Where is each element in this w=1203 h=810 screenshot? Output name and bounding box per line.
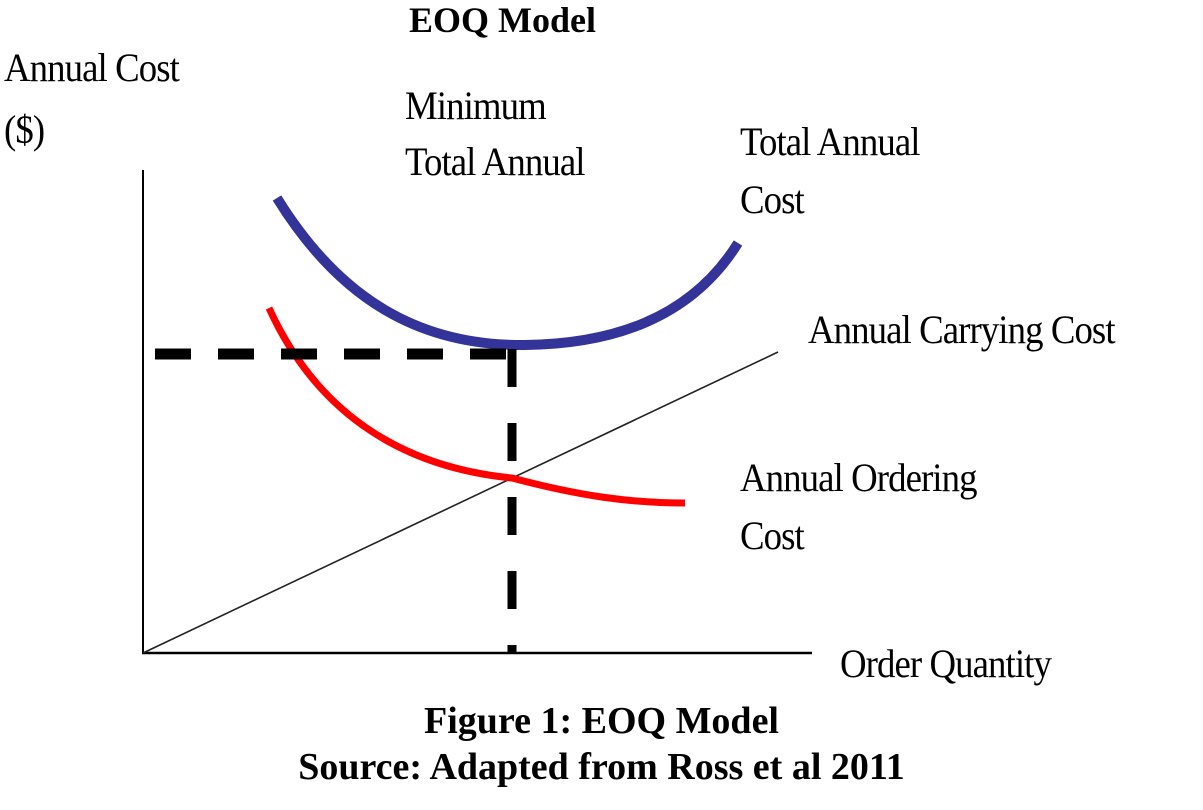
ordering-cost-label-line2: Cost (740, 513, 805, 558)
y-axis-label-line2: ($) (4, 107, 45, 152)
figure-source: Source: Adapted from Ross et al 2011 (298, 746, 905, 788)
ordering-cost-label-line1: Annual Ordering (740, 455, 978, 500)
carrying-cost-line (142, 351, 779, 654)
carrying-cost-label: Annual Carrying Cost (808, 307, 1116, 352)
total-cost-curve (272, 195, 743, 351)
total-cost-label-line1: Total Annual (740, 119, 920, 164)
ordering-cost-curve (265, 306, 686, 507)
y-axis-label-line1: Annual Cost (4, 45, 180, 90)
x-axis-label: Order Quantity (840, 641, 1052, 686)
minimum-total-label-line2: Total Annual (405, 139, 585, 184)
total-cost-label-line2: Cost (740, 177, 805, 222)
minimum-total-label-line1: Minimum (405, 83, 547, 128)
figure-caption: Figure 1: EOQ Model (424, 700, 779, 742)
chart-title: EOQ Model (409, 0, 596, 40)
